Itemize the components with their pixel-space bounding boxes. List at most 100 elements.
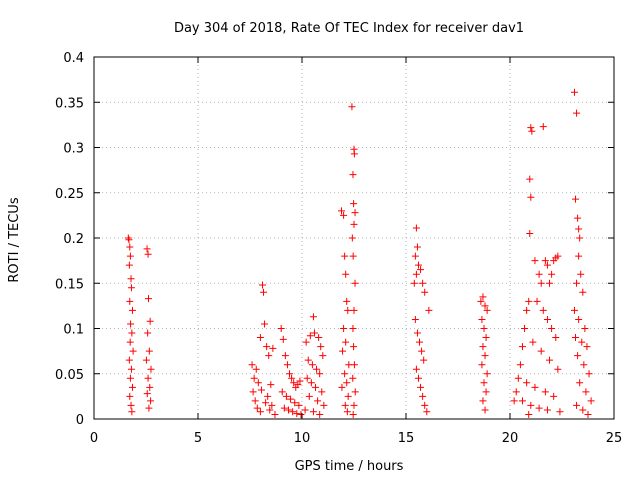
data-point bbox=[417, 383, 425, 391]
data-point bbox=[341, 401, 349, 409]
data-point bbox=[264, 392, 272, 400]
data-point bbox=[574, 352, 582, 360]
data-point bbox=[580, 361, 588, 369]
data-point bbox=[143, 390, 151, 398]
data-point bbox=[412, 270, 420, 278]
y-axis-ticks: 0 0.05 0.1 0.15 0.2 0.25 0.3 0.35 0.4 bbox=[55, 51, 614, 428]
data-point bbox=[144, 374, 152, 382]
data-point bbox=[554, 365, 562, 373]
data-point bbox=[249, 388, 257, 396]
data-point bbox=[570, 88, 578, 96]
data-point bbox=[129, 347, 137, 355]
data-point bbox=[319, 352, 327, 360]
data-point bbox=[262, 399, 270, 407]
data-point bbox=[297, 410, 305, 418]
data-point bbox=[410, 279, 418, 287]
data-point bbox=[546, 356, 554, 364]
data-point bbox=[126, 243, 134, 251]
data-point bbox=[543, 406, 551, 414]
data-point bbox=[128, 329, 136, 337]
data-point bbox=[349, 374, 357, 382]
data-point bbox=[479, 343, 487, 351]
data-point bbox=[414, 261, 422, 269]
data-point bbox=[349, 325, 357, 332]
data-point bbox=[340, 325, 348, 332]
data-point bbox=[260, 288, 268, 296]
data-point bbox=[482, 334, 490, 342]
data-point bbox=[147, 365, 155, 373]
data-point bbox=[481, 352, 489, 360]
data-point bbox=[308, 361, 316, 369]
data-point bbox=[535, 270, 543, 278]
y-tick-label: 0.1 bbox=[63, 323, 84, 338]
data-point bbox=[541, 257, 549, 265]
data-point bbox=[278, 388, 286, 396]
data-point bbox=[318, 388, 326, 396]
y-tick-label: 0.35 bbox=[55, 96, 84, 111]
data-point bbox=[142, 356, 150, 364]
data-point bbox=[570, 306, 578, 314]
x-tick-label: 25 bbox=[606, 431, 623, 446]
data-point bbox=[480, 325, 488, 332]
data-point bbox=[287, 395, 295, 403]
data-point bbox=[312, 383, 320, 391]
data-point bbox=[128, 383, 136, 391]
data-point bbox=[423, 408, 431, 416]
data-point bbox=[411, 252, 419, 260]
data-point bbox=[584, 410, 592, 418]
data-points bbox=[124, 88, 595, 418]
data-point bbox=[550, 392, 558, 400]
y-tick-label: 0 bbox=[76, 413, 84, 428]
data-point bbox=[419, 279, 427, 287]
data-point bbox=[147, 397, 155, 405]
data-point bbox=[482, 388, 490, 396]
data-point bbox=[343, 297, 351, 305]
data-point bbox=[304, 356, 312, 364]
data-point bbox=[543, 315, 551, 323]
data-point bbox=[579, 288, 587, 296]
data-point bbox=[576, 234, 584, 242]
data-point bbox=[320, 401, 328, 409]
data-point bbox=[252, 365, 260, 373]
data-point bbox=[348, 234, 356, 242]
data-point bbox=[250, 374, 258, 382]
data-point bbox=[293, 410, 301, 418]
data-point bbox=[510, 397, 518, 405]
data-point bbox=[349, 252, 357, 260]
data-point bbox=[126, 297, 134, 305]
data-point bbox=[127, 365, 135, 373]
data-point bbox=[525, 410, 533, 418]
data-point bbox=[125, 236, 133, 244]
data-point bbox=[541, 388, 549, 396]
data-point bbox=[527, 401, 535, 409]
data-point bbox=[581, 325, 589, 332]
data-point bbox=[419, 392, 427, 400]
data-point bbox=[342, 270, 350, 278]
x-tick-label: 0 bbox=[90, 431, 98, 446]
data-point bbox=[316, 410, 324, 418]
data-point bbox=[350, 306, 358, 314]
data-point bbox=[290, 379, 298, 387]
data-point bbox=[314, 397, 322, 405]
data-point bbox=[317, 343, 325, 351]
data-point bbox=[338, 383, 346, 391]
data-point bbox=[343, 408, 351, 416]
data-point bbox=[531, 383, 539, 391]
data-point bbox=[543, 261, 551, 269]
data-point bbox=[288, 374, 296, 382]
data-point bbox=[340, 211, 348, 219]
data-point bbox=[344, 306, 352, 314]
data-point bbox=[523, 379, 531, 387]
data-point bbox=[351, 209, 359, 217]
data-point bbox=[257, 386, 265, 394]
data-point bbox=[256, 334, 264, 342]
data-point bbox=[575, 315, 583, 323]
x-tick-label: 20 bbox=[502, 431, 519, 446]
data-point bbox=[256, 408, 264, 416]
data-point bbox=[575, 225, 583, 233]
data-point bbox=[316, 370, 324, 378]
data-point bbox=[348, 103, 356, 111]
data-point bbox=[539, 306, 547, 314]
y-axis-label: ROTI / TECUs bbox=[7, 197, 22, 282]
